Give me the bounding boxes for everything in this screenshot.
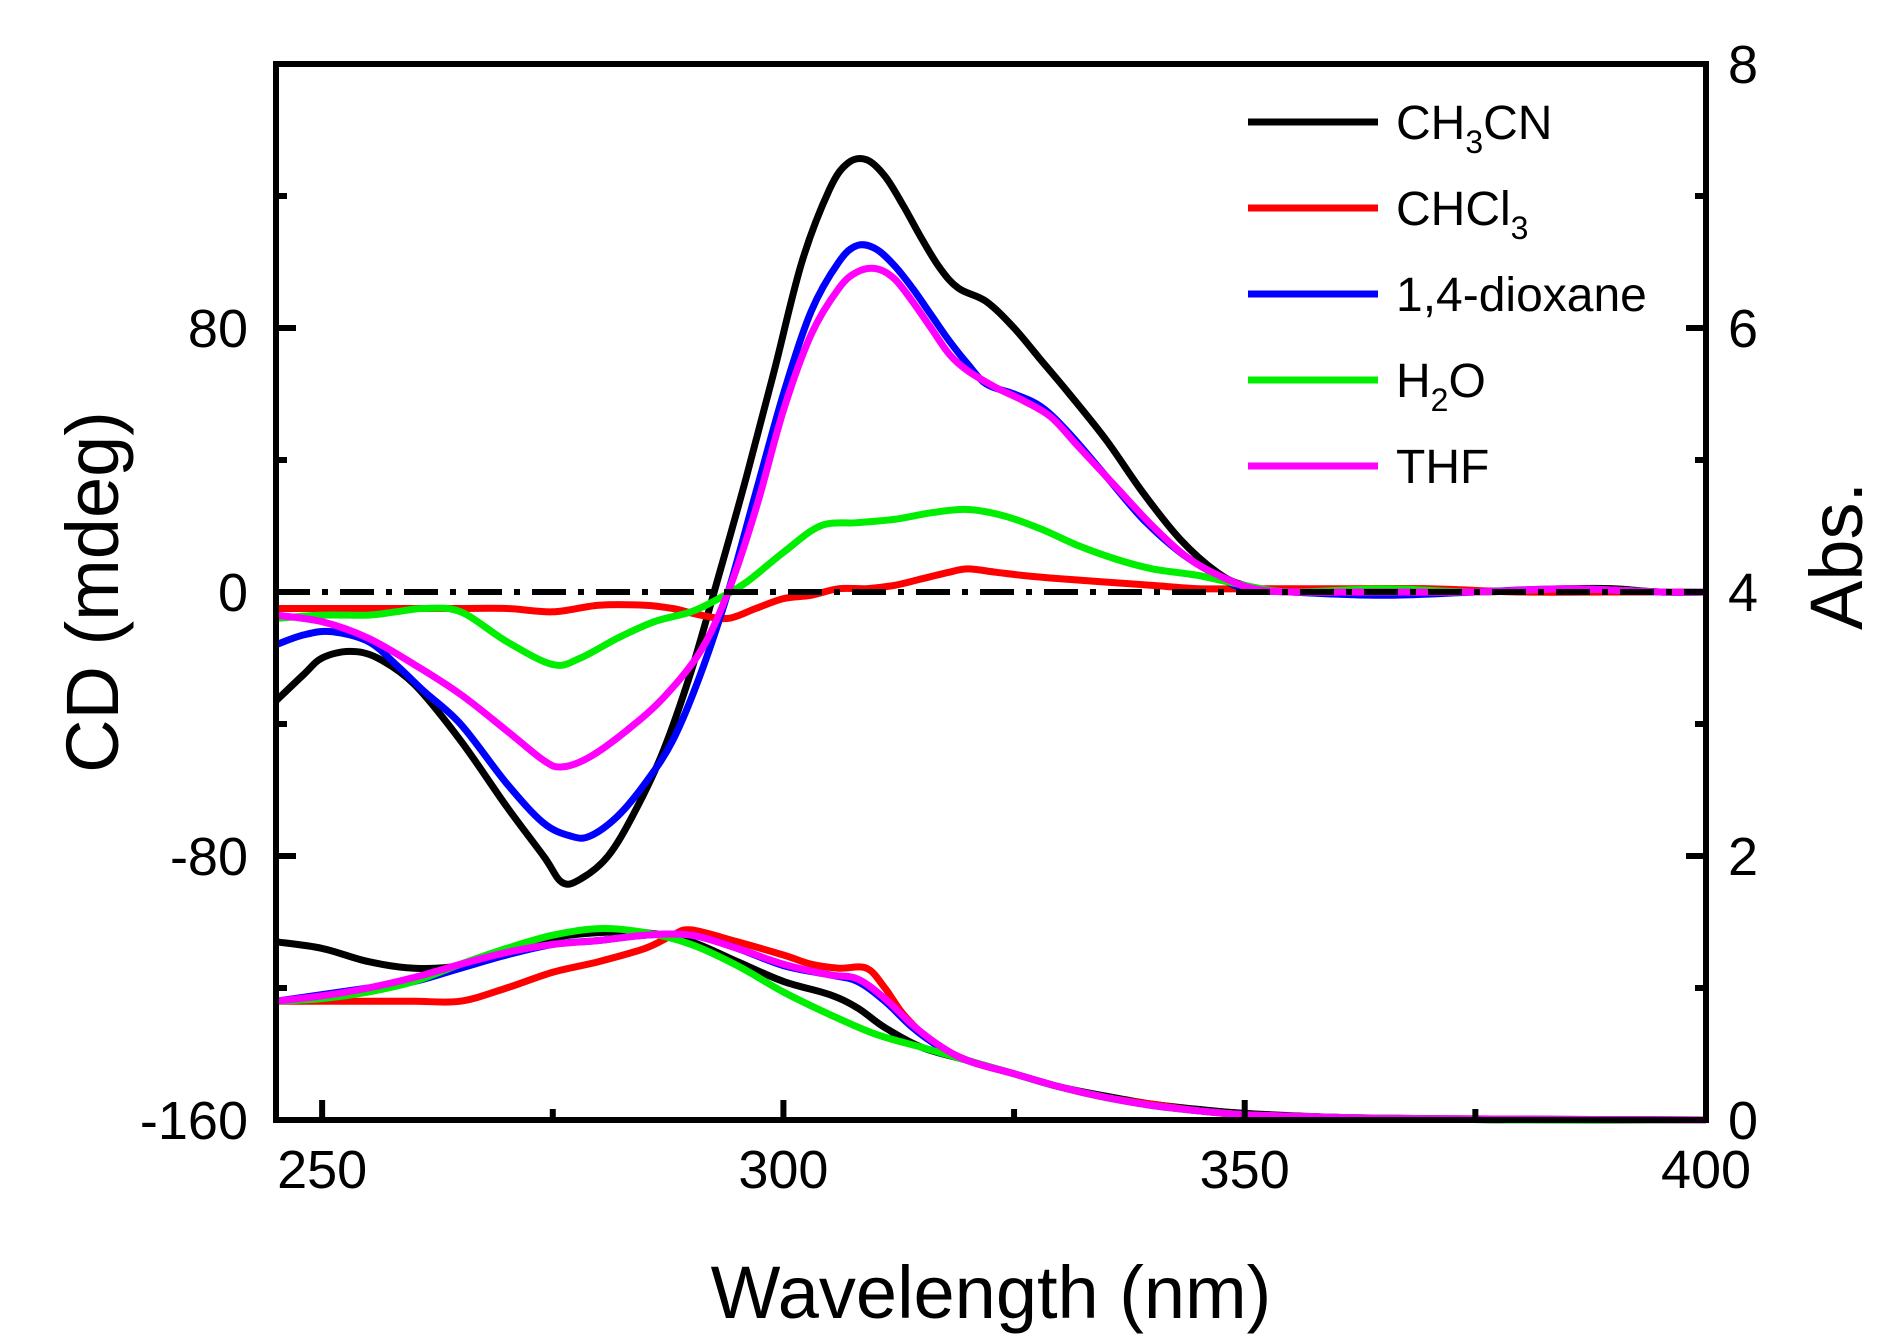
y-axis-title: CD (mdeg) bbox=[51, 411, 134, 773]
y-right-tick-label: 4 bbox=[1728, 563, 1758, 623]
cd-line-2 bbox=[274, 241, 1707, 842]
y-right-tick-label: 6 bbox=[1728, 299, 1758, 359]
cd-line-4 bbox=[275, 264, 1707, 771]
legend-label-rest: CN bbox=[1483, 97, 1552, 150]
series-layer bbox=[273, 154, 1707, 1124]
y-right-tick-label: 8 bbox=[1728, 35, 1758, 95]
x-tick-label: 350 bbox=[1200, 1140, 1290, 1200]
legend-label-main: 1,4-dioxane bbox=[1396, 269, 1647, 322]
legend-label-1: CHCl3 bbox=[1396, 183, 1528, 246]
cd-line-0 bbox=[273, 154, 1707, 888]
ticks-layer: 250 300 350 400 -160 -80 0 80 0 2 4 6 8 bbox=[140, 35, 1758, 1200]
legend-label-4: THF bbox=[1396, 441, 1489, 494]
legend-label-rest: O bbox=[1448, 355, 1485, 408]
x-tick-label: 250 bbox=[277, 1140, 367, 1200]
legend-label-subscript: 2 bbox=[1431, 382, 1449, 418]
legend-label-subscript: 3 bbox=[1465, 124, 1483, 160]
legend-label-0: CH3CN bbox=[1396, 97, 1552, 160]
legend-label-3: H2O bbox=[1396, 355, 1486, 418]
cd-line-3 bbox=[275, 505, 1707, 669]
x-tick-label: 300 bbox=[738, 1140, 828, 1200]
y-tick-label: 0 bbox=[218, 563, 248, 623]
legend-label-main: THF bbox=[1396, 441, 1489, 494]
y-tick-label: 80 bbox=[188, 299, 248, 359]
y-right-tick-label: 2 bbox=[1728, 827, 1758, 887]
legend-label-main: CHCl bbox=[1396, 183, 1511, 236]
y-right-tick-label: 0 bbox=[1728, 1091, 1758, 1151]
legend-label-2: 1,4-dioxane bbox=[1396, 269, 1647, 322]
x-tick-label: 400 bbox=[1661, 1140, 1751, 1200]
legend-label-main: CH bbox=[1396, 97, 1465, 150]
legend-label-main: H bbox=[1396, 355, 1431, 408]
abs-line-4 bbox=[275, 930, 1707, 1124]
y-tick-label: -80 bbox=[170, 827, 248, 887]
legend-label-subscript: 3 bbox=[1511, 210, 1529, 246]
abs-line-2 bbox=[275, 930, 1707, 1124]
y-tick-label: -160 bbox=[140, 1091, 248, 1151]
x-axis-title: Wavelength (nm) bbox=[711, 1251, 1272, 1334]
y-right-axis-title: Abs. bbox=[1795, 482, 1878, 630]
